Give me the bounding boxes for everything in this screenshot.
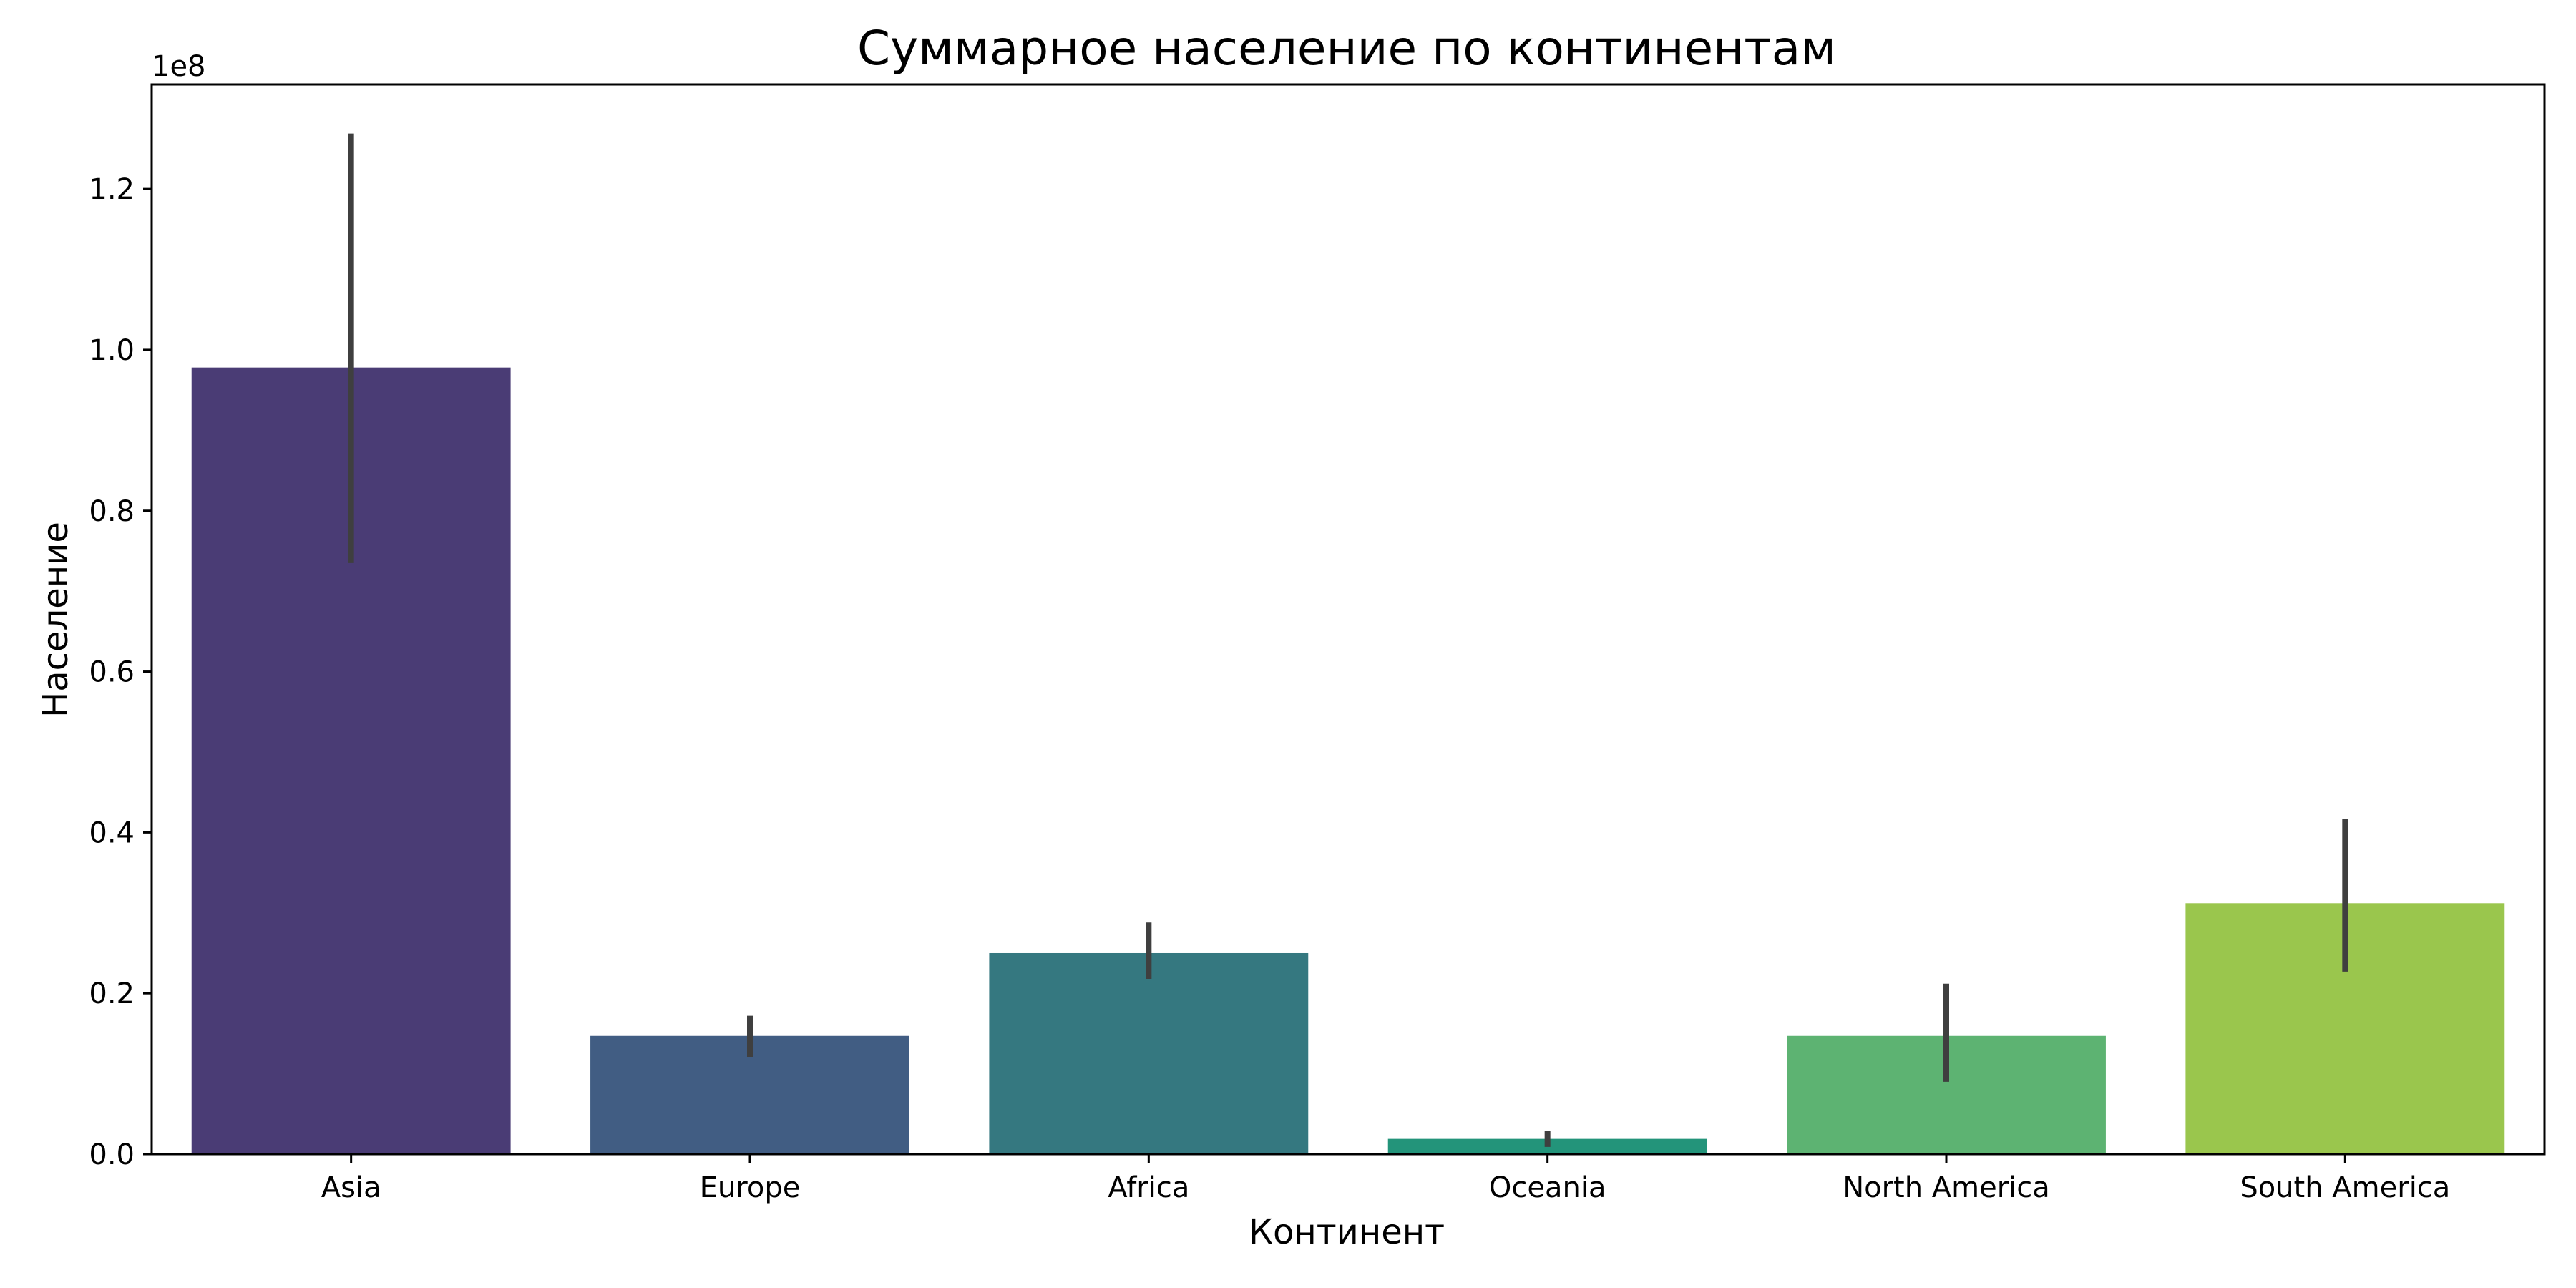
y-axis-offset-label: 1e8	[152, 50, 206, 83]
x-axis-label: Континент	[1249, 1212, 1445, 1252]
chart-title: Суммарное население по континентам	[857, 21, 1836, 76]
y-tick-label: 0.6	[89, 656, 135, 689]
bar	[989, 952, 1309, 1154]
bars-group	[191, 367, 2505, 1154]
plot-frame	[150, 83, 2546, 1156]
y-tick-label: 0.0	[89, 1138, 135, 1171]
x-tick-label: Oceania	[1489, 1171, 1606, 1204]
y-tick-label: 1.0	[89, 334, 135, 367]
y-tick-label: 1.2	[89, 173, 135, 206]
error-bars-group	[348, 133, 2348, 1147]
x-tick-label: North America	[1843, 1171, 2050, 1204]
x-axis-ticks: Asia Europe Africa Oceania North America Sout…	[321, 1154, 2450, 1204]
y-tick-label: 0.8	[89, 495, 135, 528]
y-tick-label: 0.4	[89, 816, 135, 849]
y-axis-ticks: 0.0 0.2 0.4 0.6 0.8 1.0 1.2	[89, 173, 152, 1171]
x-tick-label: Africa	[1108, 1171, 1189, 1204]
y-axis-label: Население	[36, 522, 76, 718]
y-tick-label: 0.2	[89, 977, 135, 1010]
x-tick-label: South America	[2240, 1171, 2450, 1204]
x-tick-label: Asia	[321, 1171, 381, 1204]
x-tick-label: Europe	[700, 1171, 801, 1204]
